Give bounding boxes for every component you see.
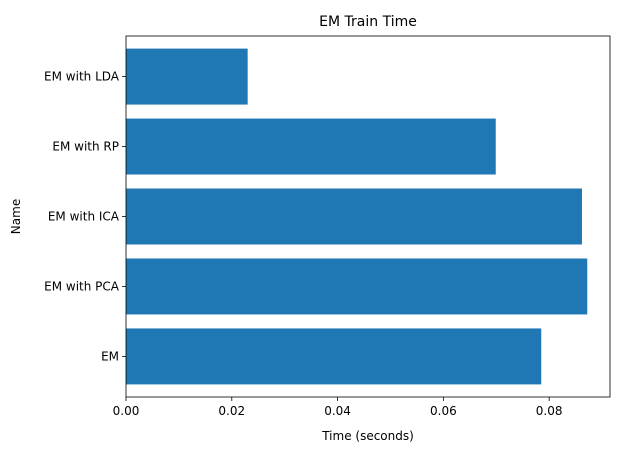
y-tick-label: EM with RP	[52, 140, 119, 154]
x-tick-label: 0.08	[536, 404, 563, 418]
y-tick-label: EM	[101, 349, 119, 363]
x-tick-label: 0.02	[218, 404, 245, 418]
x-tick-label: 0.06	[430, 404, 457, 418]
y-tick-label: EM with PCA	[44, 279, 120, 293]
ticks-layer: EM EM with PCA EM with ICA EM with RP EM wit…	[44, 70, 562, 418]
x-tick-label: 0.00	[113, 404, 140, 418]
x-tick-label: 0.04	[324, 404, 351, 418]
chart-title: EM Train Time	[319, 14, 417, 30]
bar	[126, 258, 588, 315]
y-tick-label: EM with ICA	[48, 210, 120, 224]
plot-frame	[125, 35, 611, 398]
bars-layer	[126, 48, 588, 385]
bar	[126, 188, 582, 245]
y-axis-label: Name	[9, 199, 23, 234]
bar	[126, 118, 496, 175]
x-axis-label: Time (seconds)	[321, 429, 414, 443]
bar	[126, 48, 248, 105]
bar	[126, 328, 542, 385]
y-tick-label: EM with LDA	[44, 70, 120, 84]
